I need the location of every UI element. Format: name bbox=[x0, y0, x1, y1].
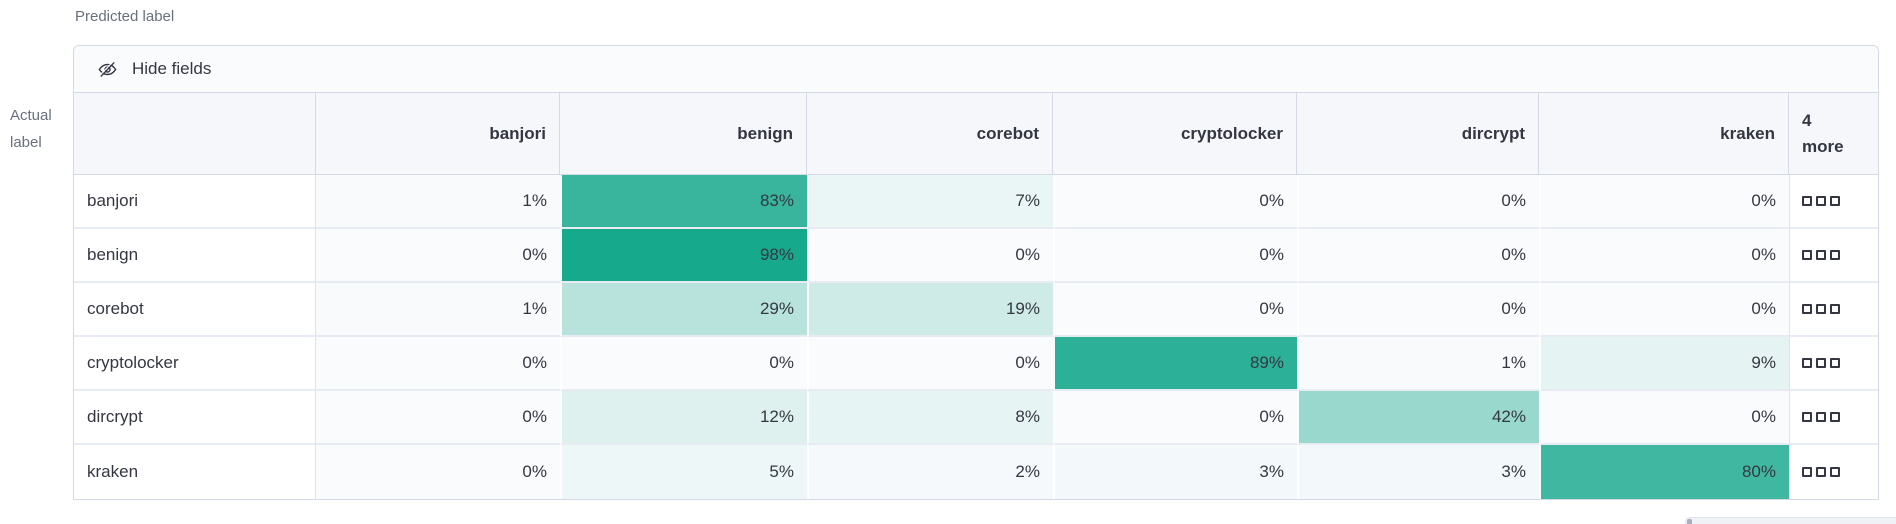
matrix-cell-banjori-corebot[interactable]: 7% bbox=[807, 175, 1053, 229]
scrollbar-thumb-edge[interactable] bbox=[1687, 519, 1692, 524]
header-row: banjori benign corebot cryptolocker dircrypt… bbox=[74, 93, 1878, 175]
matrix-cell-dircrypt-dircrypt[interactable]: 42% bbox=[1297, 391, 1539, 445]
horizontal-scrollbar[interactable] bbox=[1685, 517, 1896, 524]
matrix-row-corebot: corebot 1% 29% 19% 0% 0% 0% bbox=[74, 283, 1878, 337]
more-word: more bbox=[1802, 136, 1844, 156]
matrix-cell-banjori-banjori[interactable]: 1% bbox=[316, 175, 560, 229]
matrix-cell-banjori-kraken[interactable]: 0% bbox=[1539, 175, 1789, 229]
actual-label-axis-caption: Actual label bbox=[10, 102, 70, 156]
more-columns-header[interactable]: 4 more bbox=[1789, 93, 1878, 175]
matrix-cell-corebot-dircrypt[interactable]: 0% bbox=[1297, 283, 1539, 337]
eye-closed-icon bbox=[97, 59, 118, 80]
matrix-cell-dircrypt-banjori[interactable]: 0% bbox=[316, 391, 560, 445]
matrix-cell-benign-kraken[interactable]: 0% bbox=[1539, 229, 1789, 283]
matrix-cell-benign-banjori[interactable]: 0% bbox=[316, 229, 560, 283]
matrix-cell-cryptolocker-corebot[interactable]: 0% bbox=[807, 337, 1053, 391]
matrix-cell-cryptolocker-cryptolocker[interactable]: 89% bbox=[1053, 337, 1297, 391]
boxes-horizontal-icon bbox=[1816, 467, 1826, 477]
boxes-horizontal-icon bbox=[1802, 304, 1812, 314]
confusion-matrix-grid: banjori benign corebot cryptolocker dircrypt… bbox=[73, 93, 1879, 500]
matrix-row-cryptolocker: cryptolocker 0% 0% 0% 89% 1% 9% bbox=[74, 337, 1878, 391]
boxes-horizontal-icon bbox=[1816, 250, 1826, 260]
matrix-cell-banjori-dircrypt[interactable]: 0% bbox=[1297, 175, 1539, 229]
matrix-cell-benign-dircrypt[interactable]: 0% bbox=[1297, 229, 1539, 283]
boxes-horizontal-icon bbox=[1830, 358, 1840, 368]
matrix-cell-cryptolocker-benign[interactable]: 0% bbox=[560, 337, 807, 391]
row-label-kraken[interactable]: kraken bbox=[74, 445, 316, 499]
row-label-banjori[interactable]: banjori bbox=[74, 175, 316, 229]
more-columns-cell-cryptolocker[interactable] bbox=[1789, 337, 1878, 391]
column-header-kraken[interactable]: kraken bbox=[1539, 93, 1789, 175]
matrix-cell-cryptolocker-dircrypt[interactable]: 1% bbox=[1297, 337, 1539, 391]
hide-fields-label: Hide fields bbox=[132, 59, 212, 78]
matrix-row-dircrypt: dircrypt 0% 12% 8% 0% 42% 0% bbox=[74, 391, 1878, 445]
matrix-cell-kraken-corebot[interactable]: 2% bbox=[807, 445, 1053, 499]
datagrid-panel: Hide fields banjori benign corebot cryptolo… bbox=[73, 45, 1879, 500]
more-columns-cell-corebot[interactable] bbox=[1789, 283, 1878, 337]
more-columns-cell-kraken[interactable] bbox=[1789, 445, 1878, 499]
matrix-cell-dircrypt-cryptolocker[interactable]: 0% bbox=[1053, 391, 1297, 445]
column-header-benign[interactable]: benign bbox=[560, 93, 807, 175]
matrix-cell-benign-corebot[interactable]: 0% bbox=[807, 229, 1053, 283]
boxes-horizontal-icon bbox=[1802, 412, 1812, 422]
matrix-cell-banjori-benign[interactable]: 83% bbox=[560, 175, 807, 229]
boxes-horizontal-icon bbox=[1802, 250, 1812, 260]
actual-label-line2: label bbox=[10, 134, 42, 151]
matrix-cell-corebot-benign[interactable]: 29% bbox=[560, 283, 807, 337]
boxes-horizontal-icon bbox=[1816, 304, 1826, 314]
boxes-horizontal-icon bbox=[1830, 412, 1840, 422]
matrix-cell-kraken-cryptolocker[interactable]: 3% bbox=[1053, 445, 1297, 499]
actual-label-line1: Actual bbox=[10, 107, 52, 124]
matrix-cell-kraken-dircrypt[interactable]: 3% bbox=[1297, 445, 1539, 499]
hide-fields-button[interactable]: Hide fields bbox=[97, 59, 211, 80]
predicted-label-axis-caption: Predicted label bbox=[75, 8, 175, 25]
matrix-cell-corebot-corebot[interactable]: 19% bbox=[807, 283, 1053, 337]
column-header-corebot[interactable]: corebot bbox=[807, 93, 1053, 175]
matrix-cell-corebot-kraken[interactable]: 0% bbox=[1539, 283, 1789, 337]
matrix-cell-dircrypt-kraken[interactable]: 0% bbox=[1539, 391, 1789, 445]
matrix-cell-dircrypt-corebot[interactable]: 8% bbox=[807, 391, 1053, 445]
more-columns-cell-banjori[interactable] bbox=[1789, 175, 1878, 229]
row-label-cryptolocker[interactable]: cryptolocker bbox=[74, 337, 316, 391]
matrix-cell-kraken-benign[interactable]: 5% bbox=[560, 445, 807, 499]
matrix-cell-cryptolocker-kraken[interactable]: 9% bbox=[1539, 337, 1789, 391]
boxes-horizontal-icon bbox=[1802, 358, 1812, 368]
matrix-cell-cryptolocker-banjori[interactable]: 0% bbox=[316, 337, 560, 391]
more-columns-cell-dircrypt[interactable] bbox=[1789, 391, 1878, 445]
column-header-cryptolocker[interactable]: cryptolocker bbox=[1053, 93, 1297, 175]
boxes-horizontal-icon bbox=[1802, 196, 1812, 206]
matrix-row-kraken: kraken 0% 5% 2% 3% 3% 80% bbox=[74, 445, 1878, 499]
boxes-horizontal-icon bbox=[1830, 467, 1840, 477]
datagrid-toolbar: Hide fields bbox=[73, 45, 1879, 93]
matrix-cell-dircrypt-benign[interactable]: 12% bbox=[560, 391, 807, 445]
boxes-horizontal-icon bbox=[1816, 196, 1826, 206]
boxes-horizontal-icon bbox=[1816, 412, 1826, 422]
column-header-dircrypt[interactable]: dircrypt bbox=[1297, 93, 1539, 175]
boxes-horizontal-icon bbox=[1830, 196, 1840, 206]
matrix-cell-banjori-cryptolocker[interactable]: 0% bbox=[1053, 175, 1297, 229]
header-corner-cell bbox=[74, 93, 316, 175]
matrix-cell-benign-cryptolocker[interactable]: 0% bbox=[1053, 229, 1297, 283]
column-header-banjori[interactable]: banjori bbox=[316, 93, 560, 175]
matrix-row-banjori: banjori 1% 83% 7% 0% 0% 0% bbox=[74, 175, 1878, 229]
boxes-horizontal-icon bbox=[1802, 467, 1812, 477]
matrix-cell-corebot-banjori[interactable]: 1% bbox=[316, 283, 560, 337]
boxes-horizontal-icon bbox=[1830, 304, 1840, 314]
row-label-corebot[interactable]: corebot bbox=[74, 283, 316, 337]
matrix-cell-corebot-cryptolocker[interactable]: 0% bbox=[1053, 283, 1297, 337]
matrix-cell-kraken-kraken[interactable]: 80% bbox=[1539, 445, 1789, 499]
boxes-horizontal-icon bbox=[1816, 358, 1826, 368]
boxes-horizontal-icon bbox=[1830, 250, 1840, 260]
more-columns-cell-benign[interactable] bbox=[1789, 229, 1878, 283]
row-label-benign[interactable]: benign bbox=[74, 229, 316, 283]
row-label-dircrypt[interactable]: dircrypt bbox=[74, 391, 316, 445]
matrix-cell-benign-benign[interactable]: 98% bbox=[560, 229, 807, 283]
more-count: 4 bbox=[1802, 110, 1812, 130]
matrix-row-benign: benign 0% 98% 0% 0% 0% 0% bbox=[74, 229, 1878, 283]
matrix-cell-kraken-banjori[interactable]: 0% bbox=[316, 445, 560, 499]
